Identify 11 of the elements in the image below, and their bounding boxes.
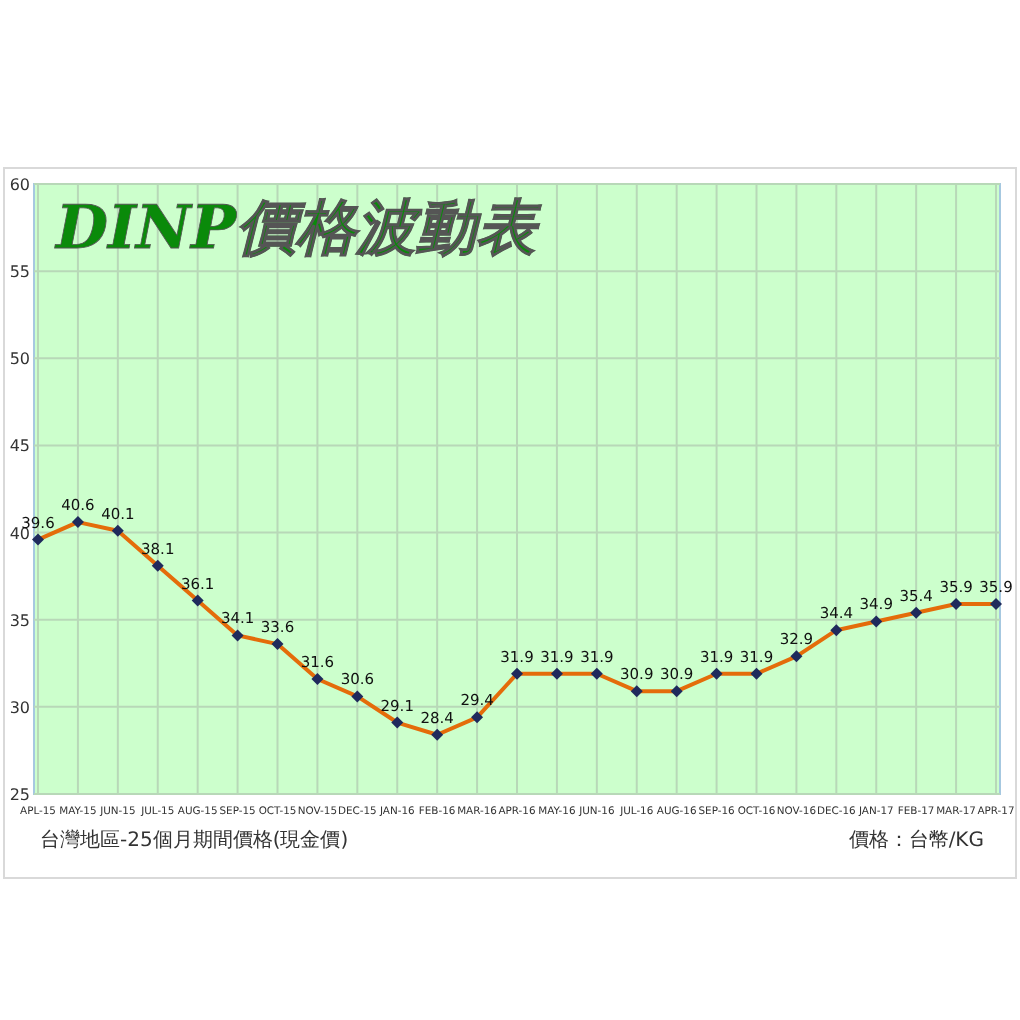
y-tick-label: 50 [9,350,30,369]
y-tick-label: 45 [9,437,30,456]
y-tick-label: 60 [9,176,30,194]
y-tick-label: 35 [9,611,30,630]
chart-title: DINP價格波動表 [54,194,543,264]
y-tick-label: 25 [9,786,30,804]
text: 價格：台幣/KG [848,828,984,852]
y-tick-label: 40 [9,524,30,543]
y-tick-label: 30 [9,698,30,717]
y-tick-label: 55 [9,263,30,282]
text: 台灣地區-25個月期間價格(現金價) [40,828,349,852]
